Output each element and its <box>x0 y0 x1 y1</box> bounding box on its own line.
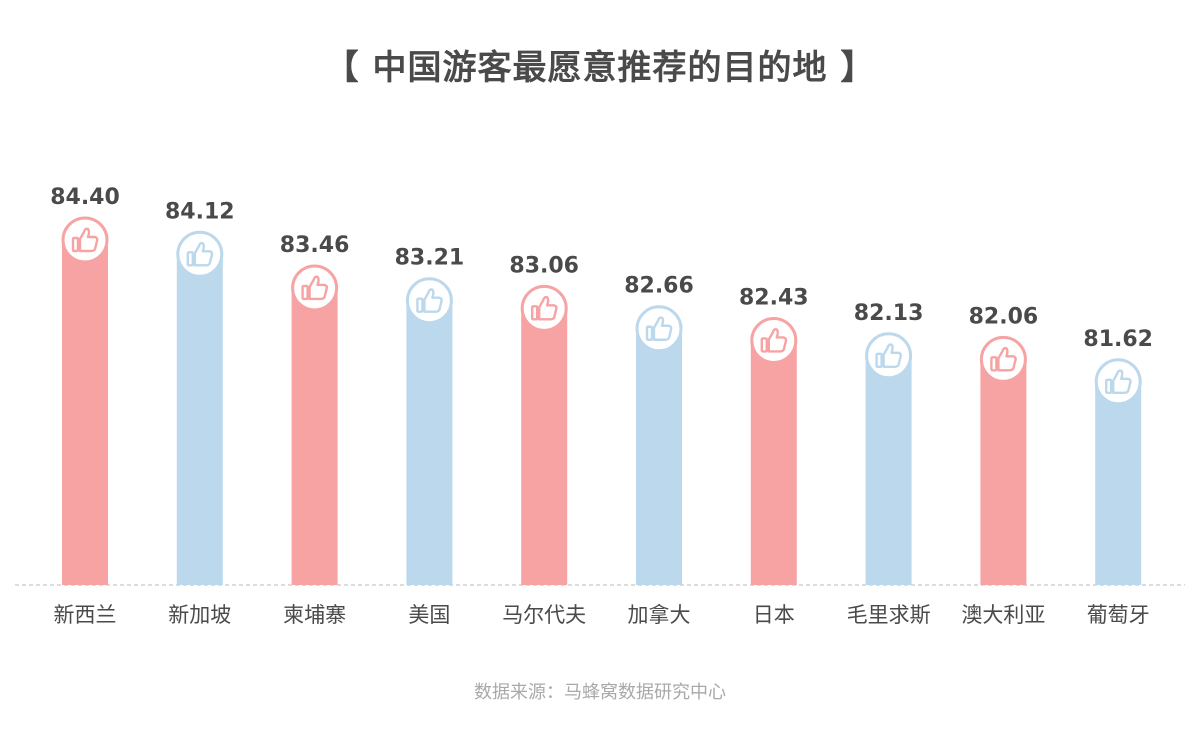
value-label: 84.40 <box>50 185 120 210</box>
bar-group: 84.12 新加坡 <box>165 199 235 627</box>
thumbs-up-glyph <box>71 227 99 253</box>
thumbs-up-icon <box>61 216 109 264</box>
bar-group: 82.66 加拿大 <box>624 274 694 627</box>
bar <box>406 300 453 585</box>
thumbs-up-icon <box>865 332 913 380</box>
thumbs-up-icon <box>635 305 683 353</box>
category-label: 葡萄牙 <box>1087 603 1150 627</box>
bar-group: 84.40 新西兰 <box>50 185 120 627</box>
thumbs-up-icon <box>1094 358 1142 406</box>
thumbs-up-icon <box>176 230 224 278</box>
category-label: 毛里求斯 <box>847 603 931 627</box>
thumbs-up-glyph <box>531 295 558 321</box>
category-label: 加拿大 <box>628 603 691 627</box>
bar <box>636 328 682 585</box>
thumbs-up-glyph <box>990 346 1017 372</box>
chart-title: 【 中国游客最愿意推荐的目的地 】 <box>324 48 876 88</box>
thumbs-up-glyph <box>301 275 329 301</box>
bar-group: 83.06 马尔代夫 <box>502 253 586 627</box>
bar-group: 82.13 毛里求斯 <box>847 301 931 627</box>
thumbs-up-glyph <box>416 288 443 313</box>
bar-group: 82.43 日本 <box>739 285 809 627</box>
data-source-note: 数据来源：马蜂窝数据研究中心 <box>474 682 726 703</box>
value-label: 82.13 <box>854 301 924 326</box>
value-label: 83.21 <box>395 246 465 271</box>
bar <box>980 359 1027 585</box>
bar <box>176 254 223 585</box>
category-label: 新西兰 <box>54 603 117 627</box>
category-label: 美国 <box>408 603 450 627</box>
thumbs-up-icon <box>750 316 798 364</box>
thumbs-up-glyph <box>186 241 214 267</box>
bar-group: 83.21 美国 <box>395 246 465 627</box>
bar <box>750 340 797 585</box>
thumbs-up-icon <box>520 284 568 332</box>
thumbs-up-icon <box>979 335 1027 383</box>
bar <box>62 240 108 585</box>
category-label: 柬埔寨 <box>283 603 346 627</box>
bar-group: 83.46 柬埔寨 <box>280 233 350 627</box>
value-label: 82.43 <box>739 285 809 310</box>
thumbs-up-icon <box>291 264 339 312</box>
bar <box>521 308 568 585</box>
bar <box>1095 381 1142 585</box>
value-label: 83.06 <box>509 253 579 278</box>
value-label: 83.46 <box>280 233 350 258</box>
category-label: 新加坡 <box>168 603 231 627</box>
category-label: 澳大利亚 <box>961 603 1045 627</box>
value-label: 82.66 <box>624 274 694 299</box>
value-label: 81.62 <box>1083 327 1153 352</box>
thumbs-up-glyph <box>760 328 788 353</box>
thumbs-up-icon <box>405 277 453 325</box>
value-label: 82.06 <box>969 304 1039 329</box>
thumbs-up-glyph <box>1104 369 1132 394</box>
value-label: 84.12 <box>165 199 235 224</box>
bar <box>291 287 338 585</box>
category-label: 马尔代夫 <box>502 603 586 627</box>
bar-group: 82.06 澳大利亚 <box>961 304 1045 627</box>
category-label: 日本 <box>753 603 795 627</box>
bar <box>865 355 912 585</box>
thumbs-up-glyph <box>645 316 673 341</box>
bar-group: 81.62 葡萄牙 <box>1083 327 1153 627</box>
thumbs-up-glyph <box>875 343 903 368</box>
